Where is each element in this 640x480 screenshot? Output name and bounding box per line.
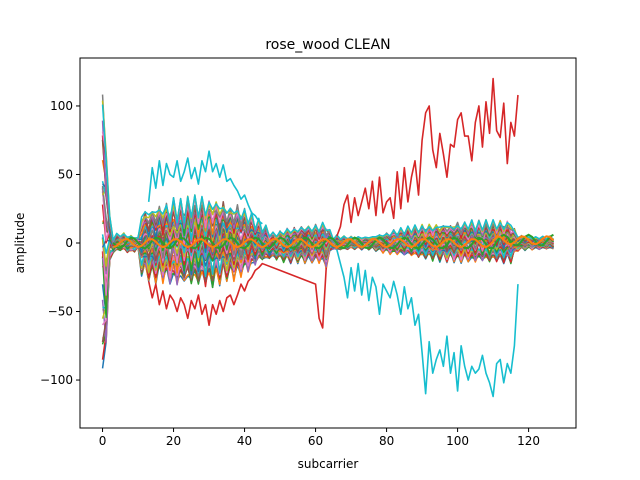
outlier-series-line: [336, 77, 519, 237]
y-axis-label: amplitude: [13, 213, 27, 274]
x-tick-label: 80: [379, 434, 394, 448]
y-tick-label: 100: [50, 99, 73, 113]
series-line: [101, 104, 554, 241]
y-tick-label: 0: [65, 236, 73, 250]
x-tick-label: 120: [517, 434, 540, 448]
x-tick-label: 100: [446, 434, 469, 448]
series-layer: [101, 77, 555, 398]
x-tick-label: 0: [99, 434, 107, 448]
x-axis-ticks: 0 20 40 60 80 100 120: [99, 428, 540, 448]
outlier-series-line: [336, 249, 519, 398]
y-tick-label: −50: [48, 305, 73, 319]
series-line: [112, 235, 555, 249]
chart-title: rose_wood CLEAN: [265, 37, 390, 53]
y-axis-ticks: −100 −50 0 50 100: [40, 99, 80, 387]
outlier-series-line: [147, 262, 328, 329]
y-tick-label: 50: [58, 167, 73, 181]
series-line: [112, 233, 554, 250]
x-tick-label: 60: [308, 434, 323, 448]
y-tick-label: −100: [40, 373, 73, 387]
x-axis-label: subcarrier: [298, 457, 359, 471]
x-tick-label: 20: [166, 434, 181, 448]
outlier-series-line: [147, 150, 263, 225]
x-tick-label: 40: [237, 434, 252, 448]
